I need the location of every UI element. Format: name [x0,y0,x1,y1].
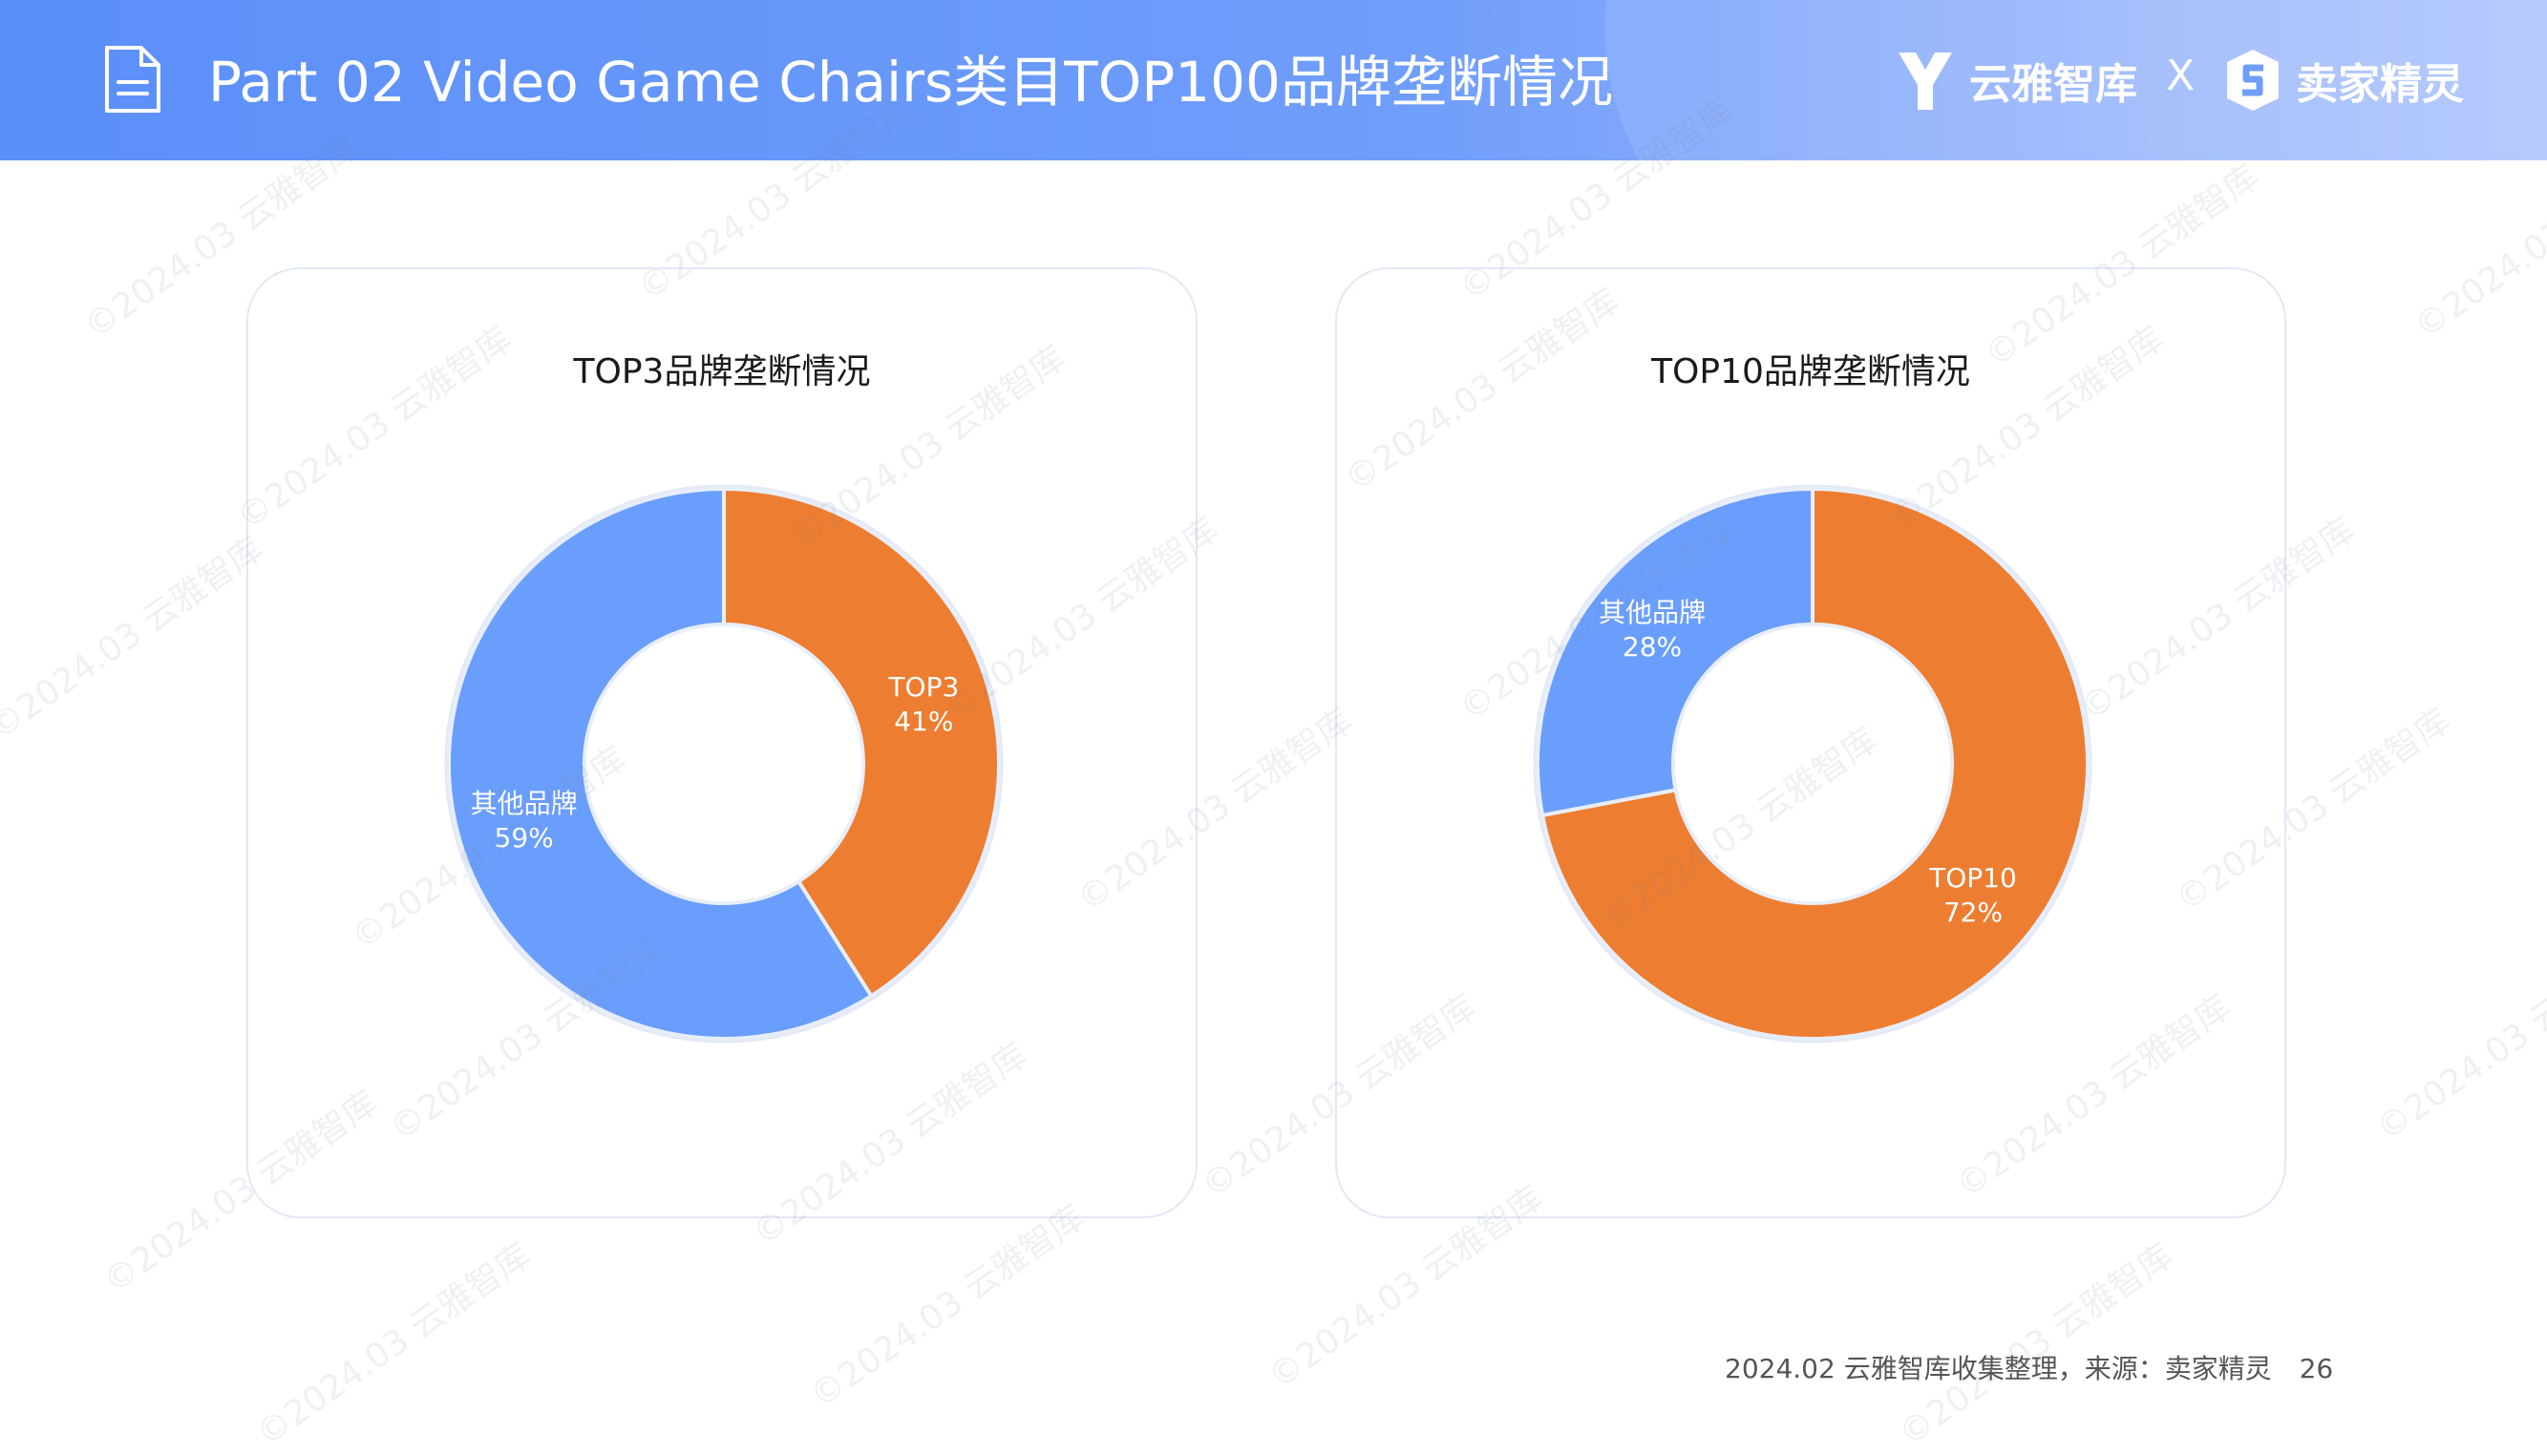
slice-label: 其他品牌 [471,788,578,819]
chart-card-top3: TOP3品牌垄断情况 TOP3 41% 其他品牌 59% [246,267,1198,1218]
donut-slice [722,486,1001,999]
donut-outer-ring [1533,484,2092,1044]
donut-slice [1539,486,2090,1041]
donut-slice [1536,486,1815,818]
slice-value: 72% [1943,897,2003,928]
watermark-text: ©2024.03 云雅智库 [2369,930,2547,1150]
brand-maijia-label: 卖家精灵 [2296,60,2464,109]
slice-value: 59% [495,822,554,854]
slice-label: TOP3 [887,671,959,703]
page-number: 26 [2299,1353,2334,1384]
brand-yunya: 云雅智库 [1895,44,2137,116]
watermark-text: ©2024.03 云雅智库 [0,529,271,749]
header-decoration [1604,0,2547,160]
source-note: 2024.02 云雅智库收集整理，来源：卖家精灵 [1725,1353,2272,1384]
brand-separator: X [2166,52,2196,100]
header-bar: Part 02 Video Game Chairs类目TOP100品牌垄断情况 … [0,0,2547,160]
brand-maijia: 卖家精灵 [2223,44,2464,116]
watermark-text: ©2024.03 云雅智库 [803,1197,1093,1417]
donut-outer-ring [444,484,1004,1044]
slice-label: TOP10 [1928,862,2017,894]
chart-title: TOP10品牌垄断情况 [1651,352,1970,391]
page-title: Part 02 Video Game Chairs类目TOP100品牌垄断情况 [208,50,1613,115]
watermark-text: ©2024.03 云雅智库 [249,1235,539,1455]
yunya-logo-icon [1899,53,1952,110]
maijia-logo-icon [2227,50,2279,111]
brand-yunya-label: 云雅智库 [1969,60,2137,109]
slice-value: 28% [1623,631,1682,663]
donut-slice [447,486,875,1041]
slice-label: 其他品牌 [1599,597,1706,628]
footer: 2024.02 云雅智库收集整理，来源：卖家精灵 26 [1725,1348,2352,1386]
watermark-text: ©2024.03 云雅智库 [1892,1235,2181,1455]
chart-title: TOP3品牌垄断情况 [573,352,871,391]
chart-card-top10: TOP10品牌垄断情况 TOP10 72% 其他品牌 28% [1335,267,2286,1218]
slice-value: 41% [894,706,953,737]
document-icon [105,46,160,113]
